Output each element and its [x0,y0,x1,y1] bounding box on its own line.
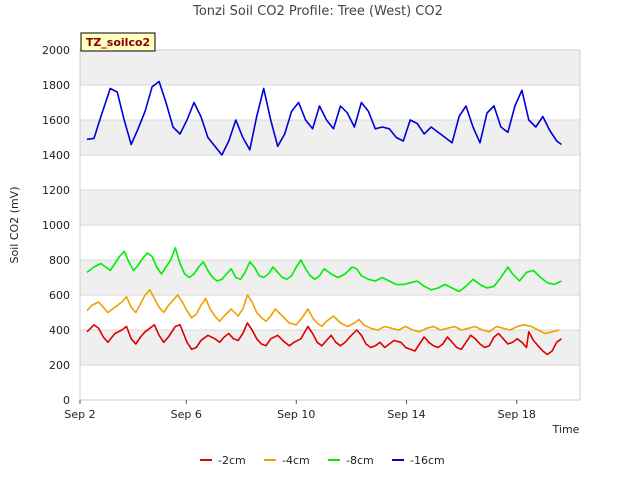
y-tick-label: 1400 [42,149,70,162]
y-tick-label: 1800 [42,79,70,92]
y-tick-label: 600 [49,289,70,302]
x-tick-label: Sep 10 [277,408,315,421]
series-layer [86,80,562,356]
legend-label: -8cm [346,454,374,467]
x-tick-label: Sep 2 [64,408,95,421]
series-line-8cm [86,247,562,293]
x-axis-title: Time [552,423,580,436]
chart-title: Tonzi Soil CO2 Profile: Tree (West) CO2 [192,4,443,19]
y-tick-label: 400 [49,324,70,337]
plot-band [80,85,580,120]
y-tick-label: 1200 [42,184,70,197]
plot-band [80,190,580,225]
y-tick-label: 800 [49,254,70,267]
legend: -2cm -4cm -8cm -16cm [200,454,445,467]
y-tick-label: 0 [63,394,70,407]
plot-band [80,120,580,155]
plot-frame [79,49,581,401]
y-tick-label: 1600 [42,114,70,127]
legend-label: -4cm [282,454,310,467]
legend-label: -16cm [410,454,445,467]
legend-label: -2cm [218,454,246,467]
y-axis: 0 200 400 600 800 1000 1200 1400 1600 1800 2000 [42,44,70,407]
x-axis: Sep 2 Sep 6 Sep 10 Sep 14 Sep 18 [64,400,536,421]
series-line-4cm [86,288,560,335]
plot-band [80,330,580,365]
y-tick-label: 2000 [42,44,70,57]
site-badge: TZ_soilco2 [80,32,156,52]
plot-band [80,50,580,85]
x-tick-label: Sep 14 [387,408,425,421]
series-line-2cm [86,322,562,356]
y-tick-label: 1000 [42,219,70,232]
site-badge-box [80,32,156,52]
plot-band [80,155,580,190]
y-tick-label: 200 [49,359,70,372]
plot-band [80,365,580,400]
series-line-16cm [86,80,562,156]
x-tick-label: Sep 6 [171,408,202,421]
x-tick-label: Sep 18 [498,408,536,421]
y-axis-title: Soil CO2 (mV) [8,187,21,264]
plot-band [80,260,580,295]
plot-band [80,225,580,260]
site-badge-label: TZ_soilco2 [86,36,150,49]
